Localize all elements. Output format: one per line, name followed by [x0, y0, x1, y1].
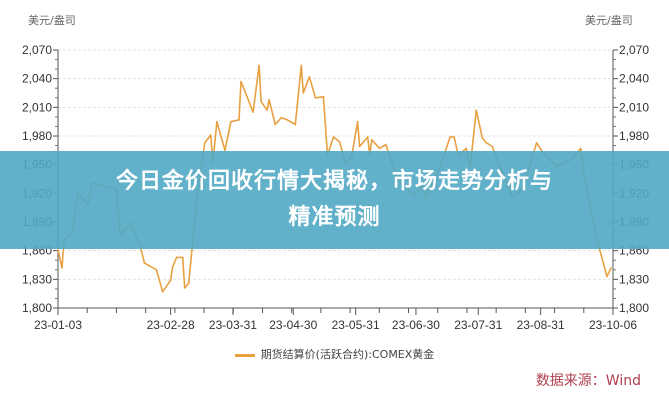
data-point	[384, 143, 387, 146]
x-ticks: 23-01-03 23-02-28 23-03-31 23-04-30 23-05-31…	[34, 308, 637, 332]
data-point	[294, 123, 297, 126]
x-tick-label: 23-06-30	[392, 318, 440, 332]
data-point	[260, 100, 262, 103]
y-tick-label-left: 2,070	[22, 43, 52, 57]
data-point	[332, 136, 335, 138]
y-tick-label-left: 1,830	[22, 272, 52, 286]
data-point	[171, 266, 174, 268]
data-point	[366, 136, 369, 138]
data-point	[356, 120, 359, 123]
data-point	[161, 290, 164, 293]
x-tick-label: 23-02-28	[147, 318, 195, 332]
y-tick-label-left: 2,010	[22, 100, 52, 114]
data-point	[274, 123, 276, 126]
y-tick-label-right: 1,980	[619, 129, 649, 143]
data-source: 数据来源：Wind	[535, 373, 641, 389]
data-point	[465, 147, 468, 150]
data-point	[485, 141, 488, 144]
data-point	[491, 145, 494, 148]
data-point	[370, 139, 373, 141]
data-point	[210, 134, 212, 136]
data-point	[449, 136, 451, 138]
data-point	[175, 256, 178, 259]
y-tick-label-left: 1,800	[22, 301, 52, 315]
data-point	[155, 268, 158, 271]
data-point	[535, 141, 538, 144]
y-tick-label-right: 2,040	[619, 72, 649, 86]
y-tick-label-right: 2,070	[619, 43, 649, 57]
data-point	[300, 64, 303, 67]
legend: 期货结算价(活跃合约):COMEX黄金	[0, 346, 669, 362]
x-tick-label: 23-05-31	[332, 318, 380, 332]
data-point	[181, 256, 184, 259]
data-point	[481, 137, 484, 139]
banner-title-line-1: 今日金价回收行情大揭秘，市场走势分析与	[115, 169, 553, 194]
data-point	[230, 120, 232, 123]
x-tick-label: 23-04-30	[269, 318, 317, 332]
x-tick-label: 23-03-31	[209, 318, 257, 332]
y-axis-unit-left: 美元/盎司	[28, 13, 76, 27]
y-axis-unit-right: 美元/盎司	[585, 13, 633, 27]
legend-swatch	[234, 353, 255, 357]
data-point	[240, 80, 242, 83]
data-point	[280, 117, 283, 119]
y-tick-label-left: 1,980	[22, 129, 52, 143]
data-point	[338, 140, 341, 143]
data-point	[286, 118, 289, 121]
data-point	[580, 147, 582, 150]
data-point	[610, 267, 612, 269]
y-tick-label-left: 2,040	[22, 72, 52, 86]
data-point	[475, 109, 478, 111]
data-point	[238, 118, 240, 121]
data-point	[308, 75, 311, 78]
data-point	[61, 267, 63, 269]
data-point	[378, 147, 381, 150]
data-point	[358, 145, 361, 148]
data-point	[216, 120, 218, 123]
x-tick-label: 23-07-31	[454, 318, 502, 332]
data-point	[183, 287, 186, 289]
x-tick-label: 23-08-31	[517, 318, 565, 332]
y-tick-label-right: 1,800	[619, 301, 649, 315]
data-point	[252, 111, 254, 113]
title-banner: 今日金价回收行情大揭秘，市场走势分析与 精准预测	[0, 151, 669, 249]
data-point	[224, 149, 226, 152]
data-point	[322, 96, 325, 98]
x-tick-label: 23-10-06	[589, 318, 637, 332]
data-point	[453, 136, 455, 138]
data-point	[203, 141, 206, 144]
data-point	[169, 279, 172, 282]
data-point	[57, 248, 59, 251]
data-point	[606, 275, 608, 278]
data-point	[187, 282, 190, 284]
banner-title-line-2: 精准预测	[288, 205, 381, 230]
data-point	[302, 92, 305, 94]
data-point	[258, 64, 260, 67]
data-point	[266, 109, 268, 111]
y-tick-label-right: 2,010	[619, 100, 649, 114]
data-point	[268, 98, 270, 101]
data-point	[143, 262, 146, 264]
x-tick-label: 23-01-03	[34, 318, 82, 332]
legend-label: 期货结算价(活跃合约):COMEX黄金	[260, 348, 435, 361]
data-point	[314, 96, 317, 99]
y-tick-label-right: 1,830	[619, 272, 649, 286]
